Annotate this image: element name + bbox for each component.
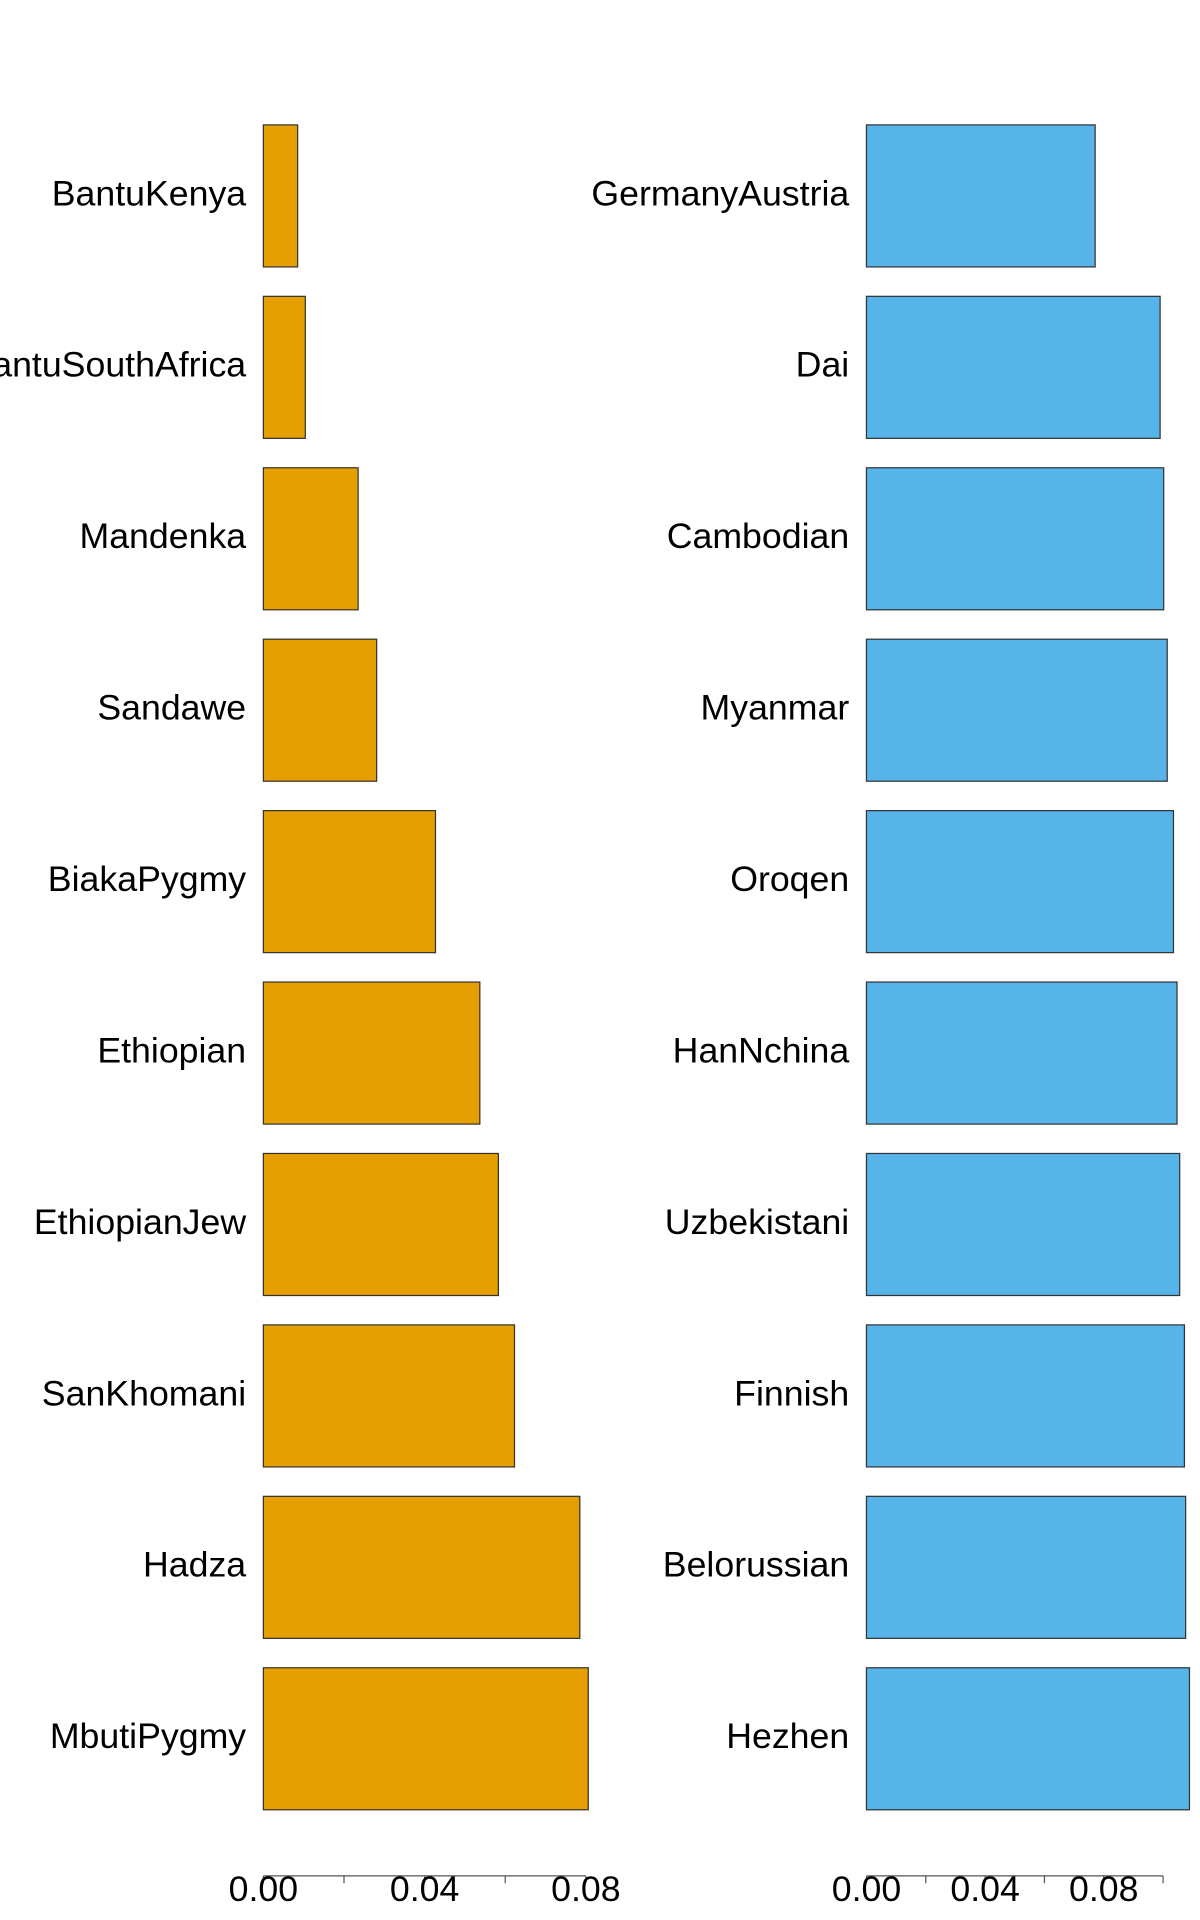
category-label: SanKhomani <box>42 1373 246 1413</box>
bar <box>262 638 378 782</box>
bar <box>262 1667 589 1811</box>
category-label: Hezhen <box>726 1716 849 1756</box>
category-label: BantuSouthAfrica <box>0 345 246 385</box>
category-label: Myanmar <box>701 688 850 728</box>
bar <box>865 638 1168 782</box>
x-tick-label: 0.00 <box>832 1869 901 1909</box>
bar <box>262 124 299 268</box>
bar <box>865 981 1178 1125</box>
bar <box>262 467 359 611</box>
bar <box>262 1495 581 1639</box>
x-tick-label: 0.04 <box>950 1869 1019 1909</box>
category-label: GermanyAustria <box>591 173 849 213</box>
bar <box>865 295 1161 439</box>
category-label: Dai <box>796 345 850 385</box>
bar <box>262 810 437 954</box>
category-label: BiakaPygmy <box>48 859 247 899</box>
bar <box>865 810 1175 954</box>
category-label: Hadza <box>143 1545 246 1585</box>
category-label: BantuKenya <box>52 173 247 213</box>
category-label: Mandenka <box>79 516 246 556</box>
bar <box>865 467 1165 611</box>
bar <box>865 124 1096 268</box>
category-label: MbutiPygmy <box>50 1716 247 1756</box>
category-label: Finnish <box>734 1373 849 1413</box>
bar <box>865 1667 1191 1811</box>
bar <box>262 1152 499 1297</box>
category-label: Oroqen <box>730 859 849 899</box>
x-tick-label: 0.04 <box>390 1869 459 1909</box>
bar <box>865 1152 1181 1297</box>
category-label: EthiopianJew <box>34 1202 247 1242</box>
category-label: Uzbekistani <box>665 1202 849 1242</box>
bar <box>865 1495 1187 1639</box>
x-tick-label: 0.08 <box>551 1869 620 1909</box>
bar <box>262 981 481 1125</box>
x-tick-label: 0.08 <box>1069 1869 1138 1909</box>
category-label: Belorussian <box>663 1545 849 1585</box>
category-label: Cambodian <box>667 516 850 556</box>
bar <box>262 1324 516 1468</box>
bar <box>865 1324 1186 1468</box>
category-label: Sandawe <box>97 688 246 728</box>
category-label: HanNchina <box>673 1031 850 1071</box>
x-tick-label: 0.00 <box>229 1869 298 1909</box>
category-label: Ethiopian <box>97 1031 246 1071</box>
bar <box>262 295 306 439</box>
